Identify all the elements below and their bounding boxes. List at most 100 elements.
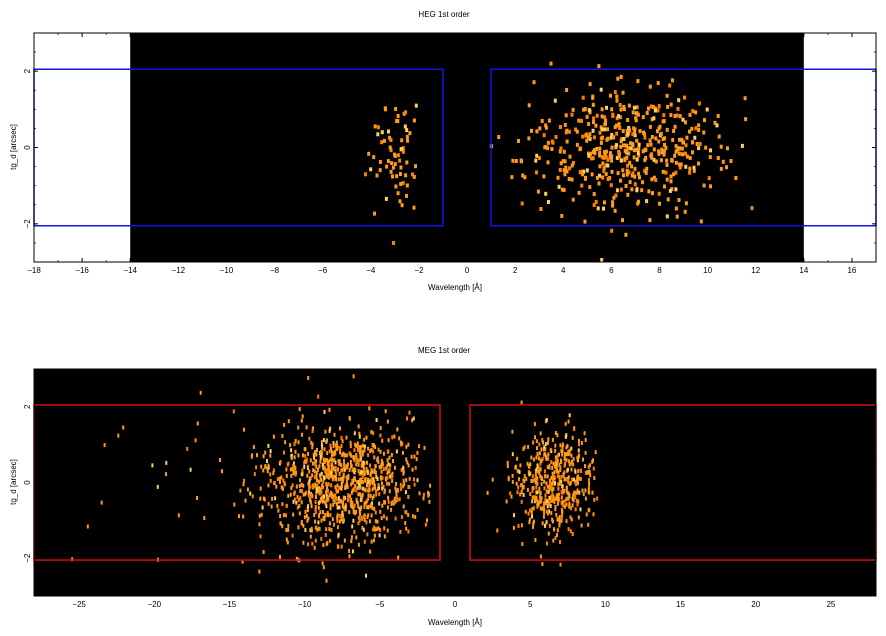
heg-event — [373, 124, 377, 129]
heg-event — [688, 166, 692, 171]
meg-event — [283, 422, 286, 427]
meg-event — [337, 496, 340, 501]
meg-event — [299, 488, 302, 493]
meg-event — [556, 501, 559, 506]
meg-event — [335, 471, 338, 476]
meg-event — [350, 490, 353, 495]
meg-event — [71, 557, 74, 562]
meg-event — [528, 472, 531, 477]
meg-event — [572, 457, 575, 462]
heg-event — [660, 150, 664, 155]
meg-event — [570, 446, 573, 451]
meg-event — [402, 465, 405, 470]
meg-event — [317, 467, 319, 472]
heg-event — [656, 81, 660, 85]
meg-event — [338, 461, 341, 466]
meg-event — [310, 526, 313, 531]
heg-event — [558, 149, 562, 154]
meg-event — [325, 489, 328, 494]
meg-event — [404, 521, 407, 526]
heg-event — [559, 161, 563, 166]
heg-event — [634, 116, 638, 121]
heg-event — [535, 153, 539, 158]
meg-event — [507, 477, 510, 482]
heg-event — [587, 153, 591, 158]
meg-event — [547, 452, 550, 457]
heg-event — [612, 135, 616, 140]
meg-event — [554, 535, 557, 540]
heg-event — [602, 206, 605, 211]
meg-event — [291, 467, 294, 472]
meg-event — [325, 493, 328, 498]
heg-event — [655, 129, 659, 134]
meg-event — [379, 475, 382, 480]
meg-event — [303, 515, 306, 520]
heg-event — [581, 172, 585, 177]
meg-event — [352, 509, 355, 514]
meg-event — [567, 452, 570, 457]
heg-event — [643, 168, 647, 173]
meg-event — [407, 513, 410, 517]
meg-image-background — [34, 369, 876, 596]
heg-event — [562, 188, 566, 192]
heg-event — [414, 103, 418, 108]
heg-event — [601, 175, 605, 180]
meg-event — [521, 542, 524, 546]
heg-event — [610, 169, 614, 174]
heg-event — [632, 155, 636, 160]
meg-event — [381, 462, 384, 467]
meg-event — [366, 469, 369, 474]
heg-event — [644, 155, 648, 160]
heg-event — [615, 131, 619, 136]
heg-event — [603, 151, 607, 156]
meg-event — [531, 474, 534, 479]
meg-event — [341, 439, 344, 444]
heg-event — [606, 136, 610, 141]
heg-xtick-label: 12 — [751, 266, 760, 275]
meg-event — [299, 496, 302, 501]
meg-event — [369, 549, 372, 554]
meg-event — [301, 489, 304, 494]
heg-event — [595, 147, 599, 151]
meg-event — [318, 464, 321, 469]
heg-event — [622, 107, 626, 112]
heg-event — [405, 183, 409, 188]
meg-event — [309, 498, 312, 503]
meg-event — [374, 519, 377, 524]
heg-event — [376, 132, 380, 137]
heg-event — [583, 107, 587, 112]
meg-event — [527, 470, 530, 475]
meg-event — [297, 440, 300, 445]
meg-event — [253, 472, 256, 477]
meg-event — [388, 455, 391, 460]
meg-event — [272, 471, 275, 476]
meg-event — [342, 452, 345, 457]
meg-event — [552, 538, 555, 543]
meg-event — [521, 486, 524, 491]
heg-event — [592, 135, 596, 140]
meg-event — [361, 452, 364, 457]
meg-event — [345, 435, 348, 440]
meg-event — [295, 470, 298, 475]
meg-event — [203, 516, 206, 520]
heg-event — [553, 98, 557, 103]
meg-event — [277, 508, 280, 513]
heg-event — [674, 170, 678, 175]
meg-event — [532, 440, 535, 445]
meg-event — [372, 449, 375, 454]
meg-event — [345, 453, 348, 458]
meg-event — [559, 467, 562, 472]
meg-event — [574, 495, 577, 500]
meg-event — [374, 510, 377, 515]
meg-event — [365, 468, 368, 473]
meg-event — [407, 463, 410, 468]
heg-event — [631, 132, 635, 137]
meg-event — [377, 483, 380, 488]
meg-event — [555, 493, 558, 498]
meg-event — [370, 503, 372, 508]
heg-event — [631, 141, 634, 146]
meg-event — [562, 473, 565, 478]
heg-event — [567, 177, 571, 181]
meg-event — [337, 477, 340, 482]
meg-event — [569, 515, 572, 520]
